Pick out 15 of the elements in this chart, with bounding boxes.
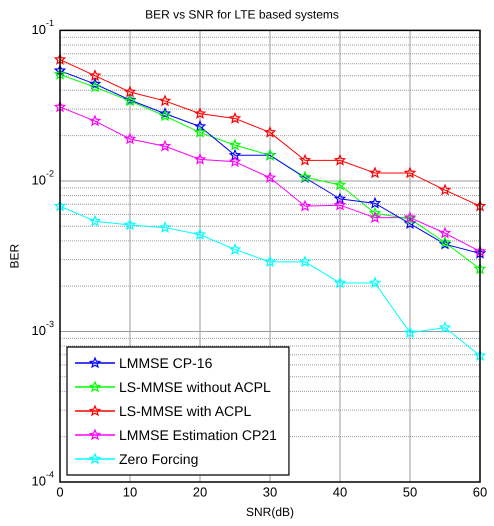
x-tick-label: 40 xyxy=(332,484,348,500)
x-tick-label: 0 xyxy=(56,484,64,500)
x-tick-label: 50 xyxy=(402,484,418,500)
legend-label: LS-MMSE with ACPL xyxy=(119,402,252,419)
chart-title: BER vs SNR for LTE based systems xyxy=(145,8,339,22)
legend-label: LMMSE CP-16 xyxy=(119,354,213,371)
x-tick-label: 20 xyxy=(192,484,208,500)
legend-label: Zero Forcing xyxy=(119,450,198,467)
x-tick-label: 30 xyxy=(262,484,278,500)
x-tick-label: 10 xyxy=(122,484,138,500)
legend-label: LMMSE Estimation CP21 xyxy=(119,426,278,443)
x-tick-label: 60 xyxy=(472,484,488,500)
y-axis-title: BER xyxy=(8,244,22,269)
x-axis-title: SNR(dB) xyxy=(246,505,294,520)
legend-label: LS-MMSE without ACPL xyxy=(119,378,271,395)
